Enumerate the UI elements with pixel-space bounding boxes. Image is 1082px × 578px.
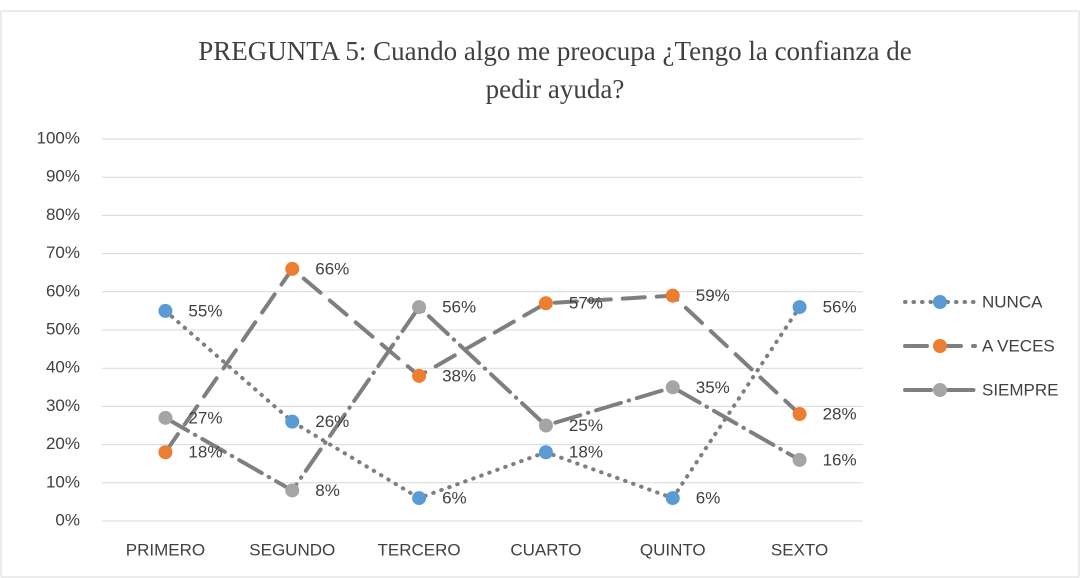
y-tick-label: 50% [46, 319, 80, 338]
series-line [163, 304, 802, 494]
y-tick-label: 80% [46, 205, 80, 224]
data-label: 8% [315, 481, 340, 500]
marker [792, 407, 807, 422]
data-label: 6% [696, 489, 721, 508]
marker [158, 445, 173, 460]
legend-marker [933, 295, 947, 309]
data-label: 16% [823, 450, 857, 469]
marker [792, 452, 807, 467]
y-tick-label: 40% [46, 358, 80, 377]
data-label: 26% [315, 412, 349, 431]
data-label: 56% [823, 298, 857, 317]
legend-label: NUNCA [982, 292, 1043, 311]
marker [665, 380, 680, 395]
data-label: 66% [315, 259, 349, 278]
y-tick-label: 0% [55, 510, 80, 529]
marker [412, 300, 427, 315]
data-label: 38% [442, 366, 476, 385]
marker [158, 303, 173, 318]
x-tick-label: SEXTO [771, 540, 828, 559]
data-label: 28% [823, 405, 857, 424]
data-label: 18% [188, 443, 222, 462]
y-tick-label: 10% [46, 472, 80, 491]
chart-title: pedir ayuda? [486, 74, 625, 104]
legend-marker [933, 383, 947, 397]
marker [792, 300, 807, 315]
legend-marker [933, 339, 947, 353]
y-tick-label: 100% [37, 128, 80, 147]
marker [285, 483, 300, 498]
data-label: 59% [696, 286, 730, 305]
x-tick-label: CUARTO [510, 540, 581, 559]
series-line [163, 265, 802, 455]
legend-label: SIEMPRE [982, 380, 1059, 399]
data-label: 57% [569, 294, 603, 313]
x-tick-label: SEGUNDO [249, 540, 335, 559]
marker [285, 261, 300, 276]
marker [665, 288, 680, 303]
marker [538, 445, 553, 460]
x-tick-label: QUINTO [640, 540, 706, 559]
legend-label: A VECES [982, 336, 1055, 355]
chart-title: PREGUNTA 5: Cuando algo me preocupa ¿Ten… [198, 36, 911, 66]
y-tick-label: 90% [46, 167, 80, 186]
marker [538, 296, 553, 311]
marker [665, 491, 680, 506]
x-tick-label: PRIMERO [126, 540, 205, 559]
data-label: 27% [188, 408, 222, 427]
y-tick-label: 20% [46, 434, 80, 453]
y-tick-label: 60% [46, 281, 80, 300]
marker [285, 414, 300, 429]
series-line [163, 305, 802, 501]
y-tick-label: 30% [46, 396, 80, 415]
marker [412, 491, 427, 506]
marker [412, 368, 427, 383]
y-tick-label: 70% [46, 243, 80, 262]
marker [538, 418, 553, 433]
data-label: 25% [569, 416, 603, 435]
marker [158, 410, 173, 425]
data-label: 56% [442, 298, 476, 317]
data-label: 55% [188, 301, 222, 320]
data-label: 35% [696, 378, 730, 397]
x-tick-label: TERCERO [378, 540, 461, 559]
data-label: 18% [569, 443, 603, 462]
data-label: 6% [442, 489, 467, 508]
